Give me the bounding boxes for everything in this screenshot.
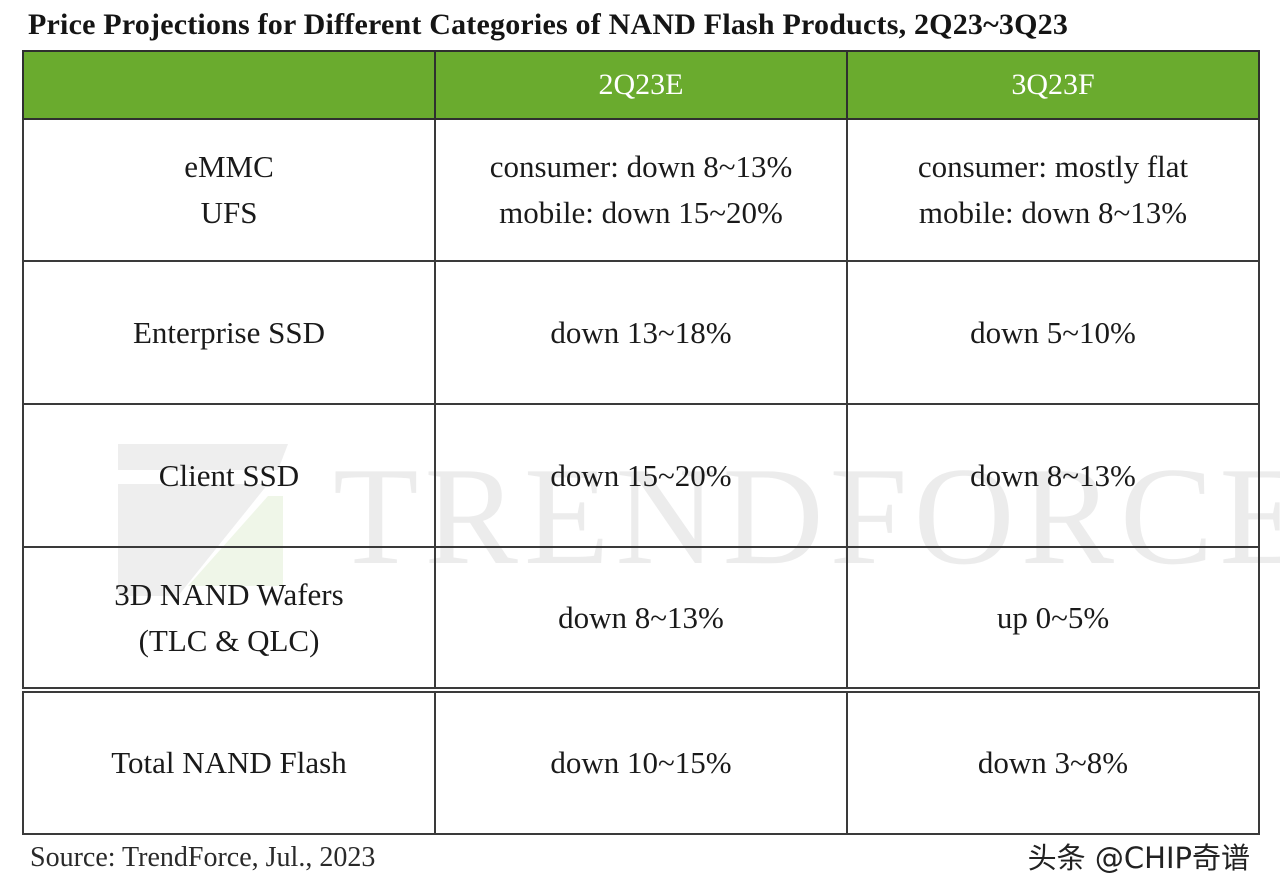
category-cell: Total NAND Flash (22, 687, 436, 835)
q2-cell: down 10~15% (434, 687, 848, 835)
q3-value: up 0~5% (996, 599, 1110, 635)
category-label: 3D NAND Wafers (114, 576, 344, 612)
q3-cell: down 5~10% (846, 260, 1260, 405)
page-title: Price Projections for Different Categori… (28, 8, 1069, 41)
table-row: 3D NAND Wafers (TLC & QLC) down 8~13% up… (22, 546, 1260, 691)
category-label: Total NAND Flash (111, 745, 347, 780)
category-cell: Client SSD (22, 403, 436, 548)
category-label: eMMC (184, 149, 274, 184)
table-row: Client SSD down 15~20% down 8~13% (22, 403, 1260, 548)
q2-cell: down 13~18% (434, 260, 848, 405)
price-table: 2Q23E 3Q23F eMMC UFS consumer: down 8~13… (22, 50, 1260, 835)
category-label: (TLC & QLC) (138, 622, 320, 658)
source-note: Source: TrendForce, Jul., 2023 (30, 842, 376, 873)
category-cell: eMMC UFS (22, 118, 436, 262)
category-label: UFS (200, 195, 258, 230)
category-cell: Enterprise SSD (22, 260, 436, 405)
q3-cell: down 8~13% (846, 403, 1260, 548)
price-table-container: TRENDFORCE 2Q23E 3Q23F eMMC UFS consumer… (22, 50, 1280, 835)
header-cell-3q23f: 3Q23F (846, 50, 1260, 120)
table-header-row: 2Q23E 3Q23F (22, 50, 1260, 120)
q3-cell: down 3~8% (846, 687, 1260, 835)
category-cell: 3D NAND Wafers (TLC & QLC) (22, 546, 436, 691)
q2-value: down 8~13% (558, 599, 724, 635)
credit-watermark: 头条 @CHIP奇谱 (1027, 841, 1250, 875)
header-cell-category (22, 50, 436, 120)
category-label: Client SSD (158, 457, 300, 493)
q2-cell: down 15~20% (434, 403, 848, 548)
q3-value: down 3~8% (977, 745, 1129, 780)
q2-value: mobile: down 15~20% (499, 195, 783, 230)
q3-value: consumer: mostly flat (917, 149, 1189, 184)
q2-value: down 10~15% (550, 745, 732, 780)
table-row-total: Total NAND Flash down 10~15% down 3~8% (22, 687, 1260, 835)
q3-value: down 8~13% (970, 457, 1136, 493)
table-row: Enterprise SSD down 13~18% down 5~10% (22, 260, 1260, 405)
q2-value: consumer: down 8~13% (489, 149, 793, 184)
q2-cell: consumer: down 8~13% mobile: down 15~20% (434, 118, 848, 262)
q2-value: down 15~20% (550, 457, 732, 493)
q3-cell: consumer: mostly flat mobile: down 8~13% (846, 118, 1260, 262)
q3-value: down 5~10% (970, 314, 1136, 350)
category-label: Enterprise SSD (132, 314, 325, 350)
q2-cell: down 8~13% (434, 546, 848, 691)
table-row: eMMC UFS consumer: down 8~13% mobile: do… (22, 118, 1260, 262)
q3-cell: up 0~5% (846, 546, 1260, 691)
q3-value: mobile: down 8~13% (918, 195, 1188, 230)
q2-value: down 13~18% (550, 314, 732, 350)
header-cell-2q23e: 2Q23E (434, 50, 848, 120)
